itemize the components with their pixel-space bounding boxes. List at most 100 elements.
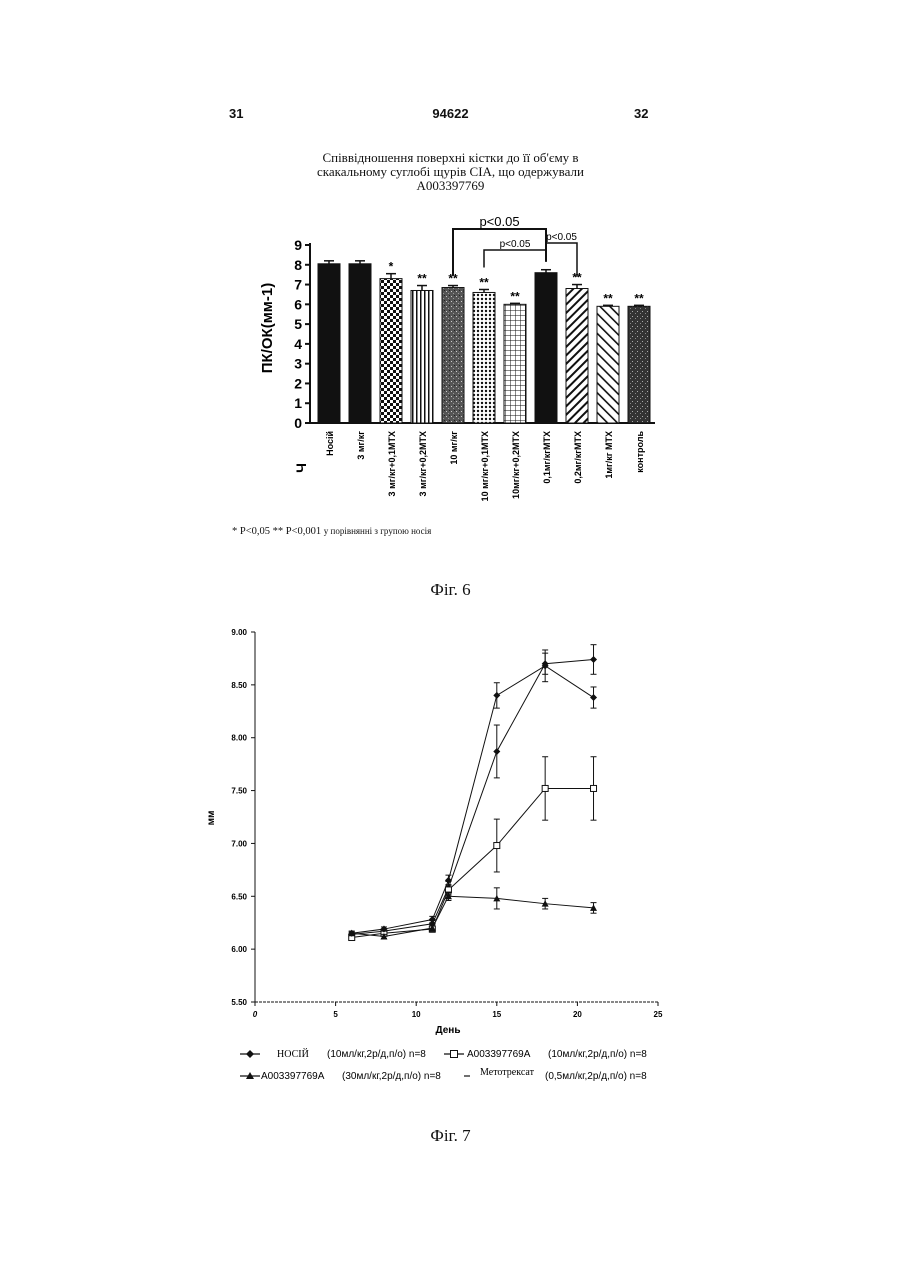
- x-tick-label: 3 мг/кг+0,2МТХ: [418, 431, 428, 496]
- y-axis-label: мм: [206, 811, 217, 826]
- y-tick-label: 2: [294, 375, 302, 391]
- significance-mark: **: [417, 272, 427, 286]
- data-point: [590, 694, 597, 701]
- significance-mark: **: [634, 291, 644, 305]
- fig6-caption: Фіг. 6: [0, 580, 901, 600]
- bracket-label: p<0.05: [500, 239, 531, 250]
- legend-dose: (0,5мл/кг,2р/д,п/о) n=8: [545, 1071, 647, 1082]
- significance-bracket: [453, 229, 546, 276]
- y-tick-label: 0: [294, 415, 302, 431]
- bar: [597, 306, 619, 423]
- significance-mark: **: [603, 291, 613, 305]
- significance-bracket: [484, 250, 546, 268]
- x-tick-label: 3 мг/кг+0,1МТХ: [387, 431, 397, 496]
- bar: [504, 304, 526, 423]
- x-tick-label: 1мг/кг МТХ: [604, 431, 614, 479]
- significance-note: * P<0,05 ** P<0,001 у порівнянні з групо…: [232, 526, 431, 537]
- bar: [442, 288, 464, 423]
- x-tick-label: контроль: [635, 431, 645, 473]
- y-tick-label: 6: [294, 296, 302, 312]
- bracket-label: p<0.05: [479, 214, 519, 229]
- bar: [380, 279, 402, 423]
- y-tick-label: 9.00: [231, 628, 247, 637]
- x-tick-label: 5: [333, 1010, 338, 1019]
- bar: [411, 290, 433, 423]
- fig6-bar-chart: ПК/ОК(мм-1) 0123456789 *************** p…: [240, 205, 680, 515]
- significance-note-main: * P<0,05 ** P<0,001: [232, 526, 321, 537]
- y-tick-label: 7.00: [231, 839, 247, 848]
- legend-item: A003397769A (30мл/кг,2р/д,п/о) n=8: [240, 1071, 441, 1082]
- series: [349, 757, 597, 941]
- legend-dose: (10мл/кг,2р/д,п/о) n=8: [548, 1049, 647, 1060]
- data-point: [493, 692, 500, 699]
- legend-item: Метотрексат (0,5мл/кг,2р/д,п/о) n=8: [464, 1067, 647, 1082]
- legend-name: Метотрексат: [480, 1067, 535, 1078]
- significance-note-detail: у порівнянні з групою носія: [324, 526, 432, 536]
- y-tick-label: 7.50: [231, 787, 247, 796]
- significance-mark: **: [479, 276, 489, 290]
- legend-name: A003397769A: [467, 1049, 531, 1060]
- y-tick-label: 4: [294, 336, 302, 352]
- significance-mark: *: [389, 260, 394, 274]
- y-tick-label: 5.50: [231, 998, 247, 1007]
- x-tick-label: 0,2мг/кгМТХ: [573, 431, 583, 484]
- bar: [566, 289, 588, 423]
- axis-mark: Ч: [293, 463, 309, 473]
- legend-dose: (30мл/кг,2р/д,п/о) n=8: [342, 1071, 441, 1082]
- y-tick-label: 6.50: [231, 892, 247, 901]
- series: [348, 650, 597, 937]
- bars: ***************: [318, 260, 650, 423]
- axes: 5.506.006.507.007.508.008.509.0005101520…: [231, 628, 663, 1019]
- x-tick-label: 10 мг/кг+0,1МТХ: [480, 431, 490, 501]
- bracket-label: p<0.05: [546, 232, 577, 243]
- legend-name: НОСІЙ: [277, 1048, 309, 1060]
- bar: [535, 273, 557, 423]
- fig6-title-line: A003397769: [0, 179, 901, 193]
- data-point: [445, 877, 452, 884]
- bar: [318, 264, 340, 423]
- y-tick-label: 8.00: [231, 734, 247, 743]
- y-tick-label: 6.00: [231, 945, 247, 954]
- patent-number: 94622: [0, 106, 901, 121]
- series-line: [352, 788, 594, 937]
- y-tick-label: 5: [294, 316, 302, 332]
- legend: НОСІЙ (10мл/кг,2р/д,п/о) n=8 A003397769A…: [240, 1048, 647, 1082]
- x-tick-label: 0: [253, 1010, 258, 1019]
- bar: [628, 306, 650, 423]
- legend-item: НОСІЙ (10мл/кг,2р/д,п/о) n=8: [240, 1048, 426, 1060]
- bar: [473, 292, 495, 423]
- series-line: [352, 659, 594, 934]
- data-point: [590, 656, 597, 663]
- x-tick-label: 25: [654, 1010, 663, 1019]
- x-tick-label: 0,1мг/кгМТХ: [542, 431, 552, 484]
- data-point: [591, 785, 597, 791]
- x-axis-label: День: [436, 1025, 461, 1036]
- legend-item: A003397769A (10мл/кг,2р/д,п/о) n=8: [444, 1049, 647, 1060]
- x-tick-label: 3 мг/кг: [356, 431, 366, 460]
- fig6-title: Співвідношення поверхні кістки до її об'…: [0, 151, 901, 193]
- fig7-line-chart: 5.506.006.507.007.508.008.509.0005101520…: [200, 620, 700, 1110]
- x-tick-label: 10 мг/кг: [449, 431, 459, 465]
- x-tick-labels: Носій 3 мг/кг 3 мг/кг+0,1МТХ 3 мг/кг+0,2МТХ…: [325, 431, 645, 502]
- y-axis-label: ПК/ОК(мм-1): [259, 283, 276, 373]
- series-line: [352, 666, 594, 933]
- y-tick-label: 7: [294, 277, 302, 293]
- bar: [349, 264, 371, 423]
- x-tick-label: 20: [573, 1010, 582, 1019]
- legend-name: A003397769A: [261, 1071, 325, 1082]
- y-tick-label: 9: [294, 237, 302, 253]
- fig6-title-line: скакальному суглобі щурів CIA, що одержу…: [0, 165, 901, 179]
- series: [348, 645, 597, 941]
- x-tick-label: 10мг/кг+0,2МТХ: [511, 431, 521, 499]
- fig6-title-line: Співвідношення поверхні кістки до її об'…: [0, 151, 901, 165]
- y-tick-label: 8: [294, 257, 302, 273]
- x-tick-label: Носій: [325, 431, 335, 456]
- series: [348, 645, 597, 938]
- fig7-caption: Фіг. 7: [0, 1126, 901, 1146]
- data-point: [493, 748, 500, 755]
- y-tick-label: 1: [294, 395, 302, 411]
- y-tick-label: 8.50: [231, 681, 247, 690]
- legend-dose: (10мл/кг,2р/д,п/о) n=8: [327, 1049, 426, 1060]
- y-tick-label: 3: [294, 356, 302, 372]
- significance-brackets: p<0.05 p<0.05 p<0.05: [453, 214, 577, 277]
